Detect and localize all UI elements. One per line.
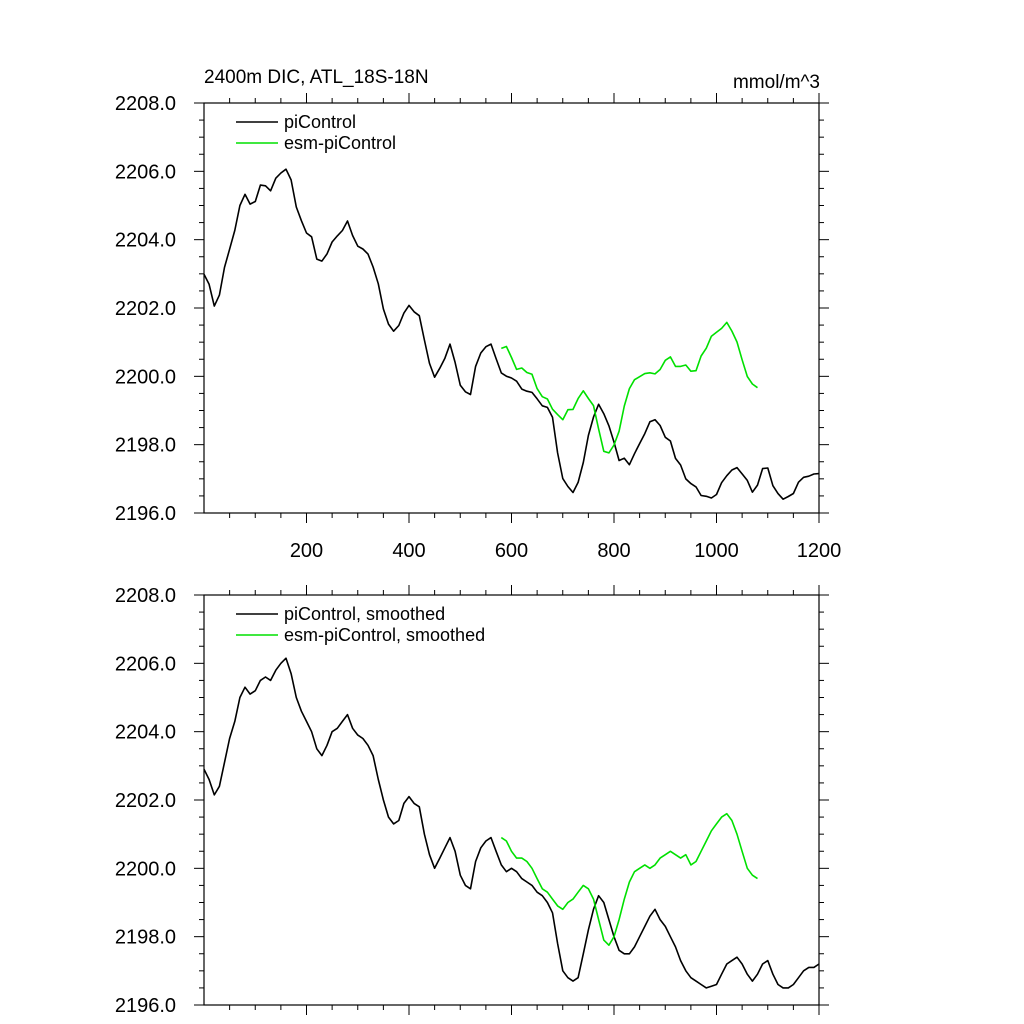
units-label: mmol/m^3 xyxy=(733,72,820,93)
bottom-plot-frame xyxy=(203,594,820,1006)
y-tick-label: 2202.0 xyxy=(115,790,176,812)
y-tick-label: 2200.0 xyxy=(115,366,176,388)
y-tick-label: 2196.0 xyxy=(115,503,176,525)
bottom-panel: 2196.0 2198.0 2200.0 2202.0 2204.0 2206.0 2208… xyxy=(115,585,829,1017)
series-line-picontrol xyxy=(203,168,820,501)
series-line-esm-picontrol xyxy=(501,321,758,454)
y-tick-label: 2206.0 xyxy=(115,161,176,183)
x-tick-label: 400 xyxy=(392,540,425,562)
bottom-panel-ticks: 2196.0 2198.0 2200.0 2202.0 2204.0 2206.0 2208… xyxy=(115,585,829,1017)
y-tick-label: 2198.0 xyxy=(115,435,176,457)
top-panel: 2400m DIC, ATL_18S-18N mmol/m^3 2196.021… xyxy=(115,67,841,562)
x-tick-label: 1000 xyxy=(694,540,739,562)
y-tick-label: 2206.0 xyxy=(115,653,176,675)
bottom-panel-lines xyxy=(203,657,820,989)
top-panel-ticks: 2196.0 2198.0 2200.0 2202.0 2204.0 2206.0 2208… xyxy=(115,93,841,562)
x-tick-label: 800 xyxy=(597,540,630,562)
y-tick-label: 2198.0 xyxy=(115,927,176,949)
x-tick-label: 200 xyxy=(290,540,323,562)
y-tick-label: 2196.0 xyxy=(115,995,176,1017)
legend-label: esm-piControl, smoothed xyxy=(284,625,485,645)
y-tick-label: 2208.0 xyxy=(115,93,176,115)
chart-title: 2400m DIC, ATL_18S-18N xyxy=(204,67,429,88)
x-tick-label: 600 xyxy=(495,540,528,562)
y-tick-label: 2204.0 xyxy=(115,722,176,744)
y-tick-label: 2202.0 xyxy=(115,298,176,320)
legend-label: piControl xyxy=(284,112,356,132)
legend-label: esm-piControl xyxy=(284,133,396,153)
series-line-picontrol-smoothed xyxy=(203,657,820,989)
y-tick-label: 2200.0 xyxy=(115,858,176,880)
x-tick-label: 1200 xyxy=(797,540,842,562)
legend-label: piControl, smoothed xyxy=(284,604,445,624)
top-panel-lines xyxy=(203,168,820,501)
top-plot-frame xyxy=(203,102,820,514)
y-tick-label: 2208.0 xyxy=(115,585,176,607)
y-tick-label: 2204.0 xyxy=(115,230,176,252)
series-line-esm-picontrol-smoothed xyxy=(500,812,758,947)
